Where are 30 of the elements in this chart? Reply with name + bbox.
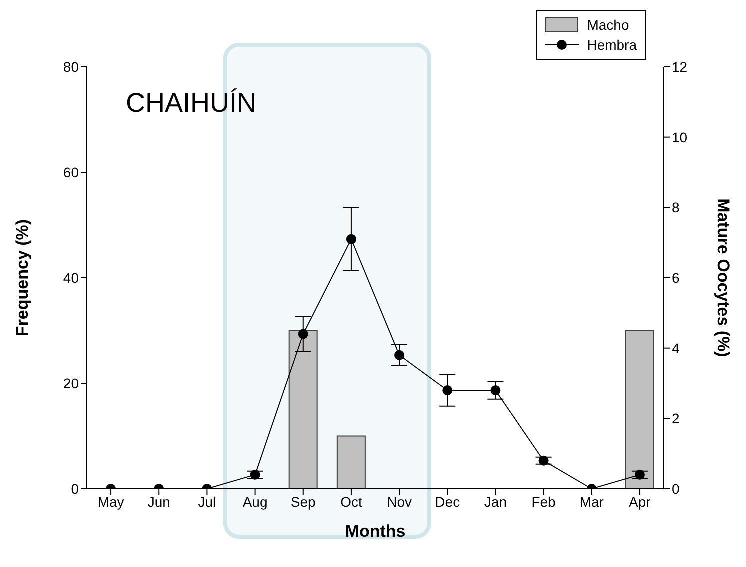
x-tick-label: May bbox=[98, 494, 124, 510]
y2-tick-label: 2 bbox=[672, 410, 680, 427]
y-tick-label: 80 bbox=[63, 58, 80, 75]
x-tick-label: Oct bbox=[340, 494, 362, 510]
y2-tick-label: 8 bbox=[672, 200, 680, 216]
y-tick-label: 60 bbox=[63, 164, 80, 180]
y2-tick-label: 0 bbox=[672, 480, 680, 497]
x-tick-label: Jan bbox=[484, 494, 507, 510]
y-tick-label: 40 bbox=[63, 270, 80, 286]
y-tick-label: 0 bbox=[71, 480, 80, 497]
y-axis-title: Frequency (%) bbox=[13, 219, 32, 337]
y2-tick-label: 4 bbox=[672, 340, 680, 356]
x-tick-label: Dec bbox=[435, 494, 460, 510]
x-tick-label: Mar bbox=[580, 494, 604, 510]
annotation: CHAIHUÍN bbox=[126, 88, 257, 119]
x-axis-title: Months bbox=[345, 522, 406, 541]
y2-axis-title: Mature Oocytes (%) bbox=[714, 198, 733, 358]
y2-tick-label: 10 bbox=[672, 129, 688, 146]
x-tick-label: Sep bbox=[290, 494, 316, 510]
y2-tick-label: 12 bbox=[672, 58, 688, 75]
y-tick-label: 20 bbox=[63, 375, 80, 392]
x-tick-label: Jun bbox=[148, 494, 170, 510]
x-tick-label: Jul bbox=[198, 494, 216, 510]
legend-label: Hembra bbox=[587, 37, 637, 53]
x-tick-label: Apr bbox=[629, 494, 652, 510]
x-tick-label: Aug bbox=[242, 494, 268, 510]
y2-tick-label: 6 bbox=[672, 270, 680, 286]
x-tick-label: Nov bbox=[387, 494, 412, 510]
x-tick-label: Feb bbox=[532, 494, 556, 510]
legend-label: Macho bbox=[587, 17, 630, 33]
